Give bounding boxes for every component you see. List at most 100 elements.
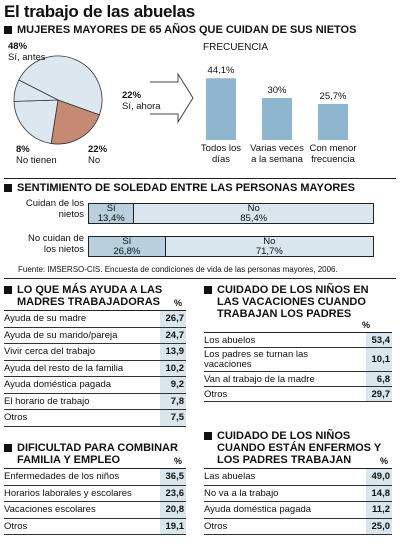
no-value: 85,4%: [240, 213, 268, 224]
pie-value: 8%: [16, 144, 30, 155]
pie-text: No tienen: [16, 155, 57, 166]
soledad-bar-row: Sí 13,4% No 85,4%: [88, 203, 374, 224]
si-segment: Sí 26,8%: [89, 236, 166, 257]
pie-slice: [50, 99, 100, 145]
section2-heading: SENTIMIENTO DE SOLEDAD ENTRE LAS PERSONA…: [4, 182, 396, 194]
frequency-bar-chart: [206, 78, 348, 140]
table2-heading: CUIDADO DE LOS NIÑOS EN LAS VACACIONES C…: [204, 284, 392, 320]
table2-rows: Los abuelos 53,4 Los padres se turnan las …: [204, 333, 392, 402]
row-label: Ayuda doméstica pagada: [4, 379, 112, 391]
section2-heading-text: SENTIMIENTO DE SOLEDAD ENTRE LAS PERSONA…: [17, 182, 355, 194]
table1-rows: Ayuda de su madre 26,7 Ayuda de su marido/…: [4, 311, 186, 427]
si-label: Sí: [106, 203, 116, 214]
soledad-row-label: Cuidan de los nietos: [25, 198, 84, 220]
bar: [262, 98, 292, 140]
percent-header: %: [361, 320, 370, 330]
pie-and-bars: [13, 55, 348, 145]
section1-heading-text: MUJERES MAYORES DE 65 AÑOS QUE CUIDAN DE…: [17, 24, 357, 36]
pie-label-si-antes: 48% Sí, antes: [8, 41, 46, 63]
table-row: El horario de trabajo 7,8: [4, 393, 186, 410]
row-label: Otros: [204, 388, 228, 400]
row-value: 20,8: [160, 502, 186, 518]
percent-header: %: [379, 456, 388, 466]
pie-label-si-ahora: 22% Sí, ahora: [122, 90, 161, 112]
bar-category-label: Con menor frecuencia: [309, 143, 357, 165]
bullet-square-icon: [4, 184, 12, 192]
row-label: El horario de trabajo: [4, 395, 90, 407]
table-row: Ayuda de su marido/pareja 24,7: [4, 327, 186, 344]
pie-value: 48%: [8, 41, 28, 52]
table-row: Horarios laborales y escolares 23,6: [4, 485, 186, 502]
row-value: 7,8: [160, 393, 186, 409]
soledad-bar-row: Sí 26,8% No 71,7%: [88, 236, 374, 257]
table-rule: [204, 332, 392, 333]
pie-text: No: [88, 155, 101, 166]
table-row: Los padres se turnan las vacaciones 10,1: [204, 348, 392, 372]
soledad-row-label: No cuidan de los nietos: [28, 233, 84, 255]
row-value: 26,7: [160, 311, 186, 327]
row-label: Otros: [4, 520, 28, 532]
table4-heading: CUIDADO DE LOS NIÑOS CUANDO ESTÁN ENFERM…: [204, 430, 392, 466]
table4-heading-text: CUIDADO DE LOS NIÑOS CUANDO ESTÁN ENFERM…: [217, 430, 382, 466]
bar: [318, 104, 348, 140]
row-value: 7,5: [160, 410, 186, 426]
row-label: Van al trabajo de la madre: [204, 373, 315, 385]
row-value: 10,2: [160, 360, 186, 376]
si-value: 26,8%: [113, 246, 141, 257]
table-row: Otros 29,7: [204, 387, 392, 402]
pie-label-no-tienen: 8% No tienen: [16, 144, 57, 166]
source-note: Fuente: IMSERSO-CIS. Encuesta de condici…: [18, 265, 338, 274]
frequency-label: FRECUENCIA: [203, 42, 269, 53]
table3-heading: DIFICULTAD PARA COMBINAR FAMILIA Y EMPLE…: [4, 442, 186, 466]
si-value: 13,4%: [97, 213, 125, 224]
row-value: 23,6: [160, 485, 186, 501]
table2-heading-text: CUIDADO DE LOS NIÑOS EN LAS VACACIONES C…: [217, 284, 369, 320]
si-label: Sí: [122, 236, 132, 247]
table-rule: [4, 310, 186, 311]
table4: CUIDADO DE LOS NIÑOS CUANDO ESTÁN ENFERM…: [204, 430, 392, 535]
table-row: Ayuda de su madre 26,7: [4, 311, 186, 328]
row-value: 10,1: [366, 348, 392, 371]
table-row: Otros 25,0: [204, 518, 392, 535]
row-label: Los padres se turnan las vacaciones: [204, 348, 309, 370]
row-label: Enfermedades de los niños: [4, 471, 120, 483]
no-value: 71,7%: [255, 246, 283, 257]
divider: [4, 178, 396, 179]
table1-heading-text: LO QUE MÁS AYUDA A LAS MADRES TRABAJADOR…: [17, 284, 163, 308]
row-label: Vacaciones escolares: [4, 504, 96, 516]
bar-category-label: Todos los días: [200, 143, 242, 165]
bar: [206, 78, 236, 140]
page-title: El trabajo de las abuelas: [4, 2, 195, 21]
table-row: Ayuda doméstica pagada 11,2: [204, 502, 392, 519]
pie-value: 22%: [122, 90, 142, 101]
table-row: Las abuelas 49,0: [204, 469, 392, 486]
bar-value-label: 25,7%: [319, 91, 347, 103]
row-value: 11,2: [366, 502, 392, 518]
bullet-square-icon: [4, 26, 12, 34]
table-row: No va a la trabajo 14,8: [204, 485, 392, 502]
table-row: Vivir cerca del trabajo 13,9: [4, 344, 186, 361]
table-rule: [4, 468, 186, 469]
table-rule: [204, 468, 392, 469]
table1: LO QUE MÁS AYUDA A LAS MADRES TRABAJADOR…: [4, 284, 186, 427]
divider: [4, 278, 396, 279]
row-value: 19,1: [160, 518, 186, 534]
row-value: 25,0: [366, 518, 392, 534]
row-label: Las abuelas: [204, 471, 256, 483]
row-label: Ayuda doméstica pagada: [204, 504, 312, 516]
table-row: Otros 7,5: [4, 410, 186, 427]
bullet-square-icon: [4, 444, 12, 452]
pie-slice: [13, 99, 59, 144]
row-label: Horarios laborales y escolares: [4, 487, 132, 499]
row-label: Los abuelos: [204, 334, 256, 346]
row-value: 14,8: [366, 485, 392, 501]
table-row: Van al trabajo de la madre 6,8: [204, 372, 392, 387]
no-label: No: [263, 236, 276, 247]
table-row: Los abuelos 53,4: [204, 333, 392, 348]
percent-header: %: [173, 298, 182, 308]
row-value: 24,7: [160, 327, 186, 343]
pie-value: 22%: [88, 144, 108, 155]
row-value: 13,9: [160, 344, 186, 360]
row-label: No va a la trabajo: [204, 487, 279, 499]
row-label: Ayuda del resto de la familia: [4, 362, 124, 374]
